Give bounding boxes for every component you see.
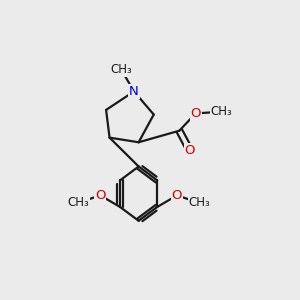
Text: CH₃: CH₃	[210, 105, 232, 118]
Text: O: O	[95, 189, 106, 202]
Text: O: O	[184, 144, 195, 157]
Text: CH₃: CH₃	[67, 196, 89, 209]
Text: CH₃: CH₃	[188, 196, 210, 209]
Text: CH₃: CH₃	[110, 63, 132, 76]
Text: N: N	[129, 85, 139, 98]
Text: O: O	[172, 189, 182, 202]
Text: O: O	[190, 107, 201, 120]
